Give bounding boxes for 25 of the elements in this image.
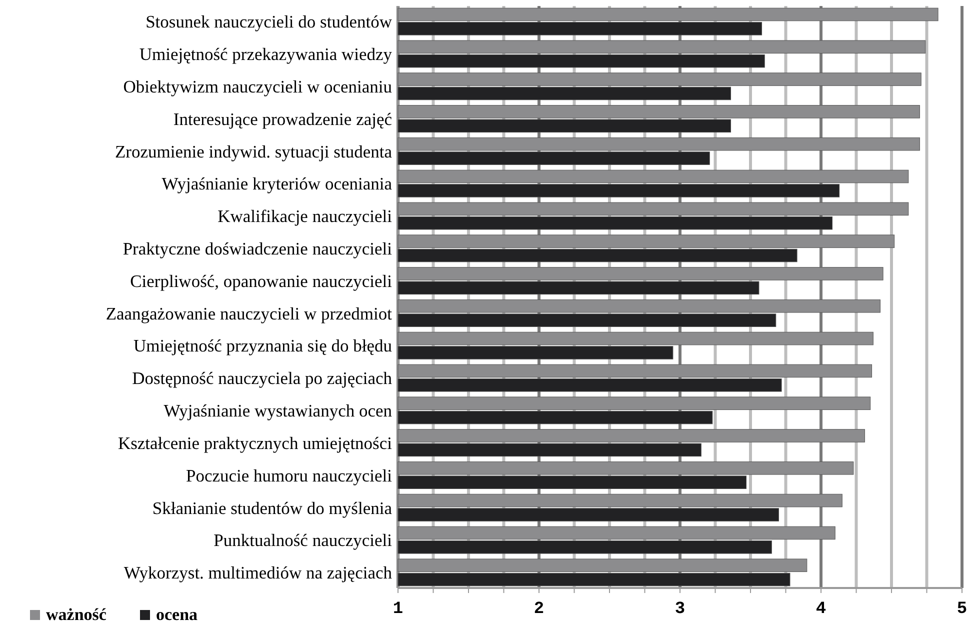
legend-label: ocena xyxy=(156,605,198,624)
y-tick-label: Umiejętność przyznania się do błędu xyxy=(133,336,392,356)
legend-label: ważność xyxy=(46,605,107,624)
y-tick-label: Kwalifikacje nauczycieli xyxy=(218,206,392,226)
x-tick-label: 3 xyxy=(674,600,686,619)
x-tick-label: 2 xyxy=(534,600,544,619)
y-tick-label: Obiektywizm nauczycieli w ocenianiu xyxy=(123,76,392,96)
y-tick-label: Praktyczne doświadczenie nauczycieli xyxy=(122,238,392,259)
x-tick-label: 4 xyxy=(816,600,826,619)
y-tick-label: Wyjaśnianie kryteriów oceniania xyxy=(162,174,392,194)
y-tick-label: Umiejętność przekazywania wiedzy xyxy=(139,44,392,64)
y-tick-label: Punktualność nauczycieli xyxy=(214,530,392,550)
y-tick-label: Stosunek nauczycieli do studentów xyxy=(146,12,392,32)
y-tick-label: Dostępność nauczyciela po zajęciach xyxy=(132,368,392,388)
x-tick-label: 1 xyxy=(392,600,404,619)
y-tick-label: Zrozumienie indywid. sytuacji studenta xyxy=(114,141,392,162)
y-tick-label: Zaangażowanie nauczycieli w przedmiot xyxy=(106,303,392,324)
y-tick-label: Skłanianie studentów do myślenia xyxy=(152,498,392,518)
y-tick-label: Wykorzyst. multimediów na zajęciach xyxy=(124,562,392,583)
y-tick-label: Wyjaśnianie wystawianych ocen xyxy=(164,400,392,421)
y-tick-label: Interesujące prowadzenie zajęć xyxy=(173,108,392,129)
x-tick-label: 5 xyxy=(956,600,968,619)
y-tick-label: Cierpliwość, opanowanie nauczycieli xyxy=(130,270,392,291)
y-tick-label: Poczucie humoru nauczycieli xyxy=(186,465,392,486)
y-tick-label: Kształcenie praktycznych umiejętności xyxy=(118,432,392,453)
